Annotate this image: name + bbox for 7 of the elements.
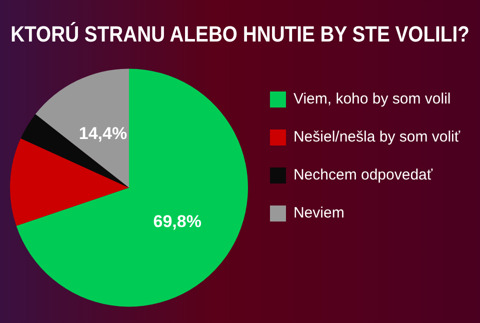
legend-label: Nešiel/nešla by som voliť xyxy=(293,128,460,146)
data-label: 14,4% xyxy=(78,124,128,143)
legend-label: Nechcem odpovedať xyxy=(293,166,433,184)
chart-title: KTORÚ STRANU ALEBO HNUTIE BY STE VOLILI? xyxy=(10,21,470,47)
data-label: 69,8% xyxy=(153,212,202,232)
legend-label: Neviem xyxy=(293,204,344,222)
legend-label: Viem, koho by som volil xyxy=(293,90,451,108)
